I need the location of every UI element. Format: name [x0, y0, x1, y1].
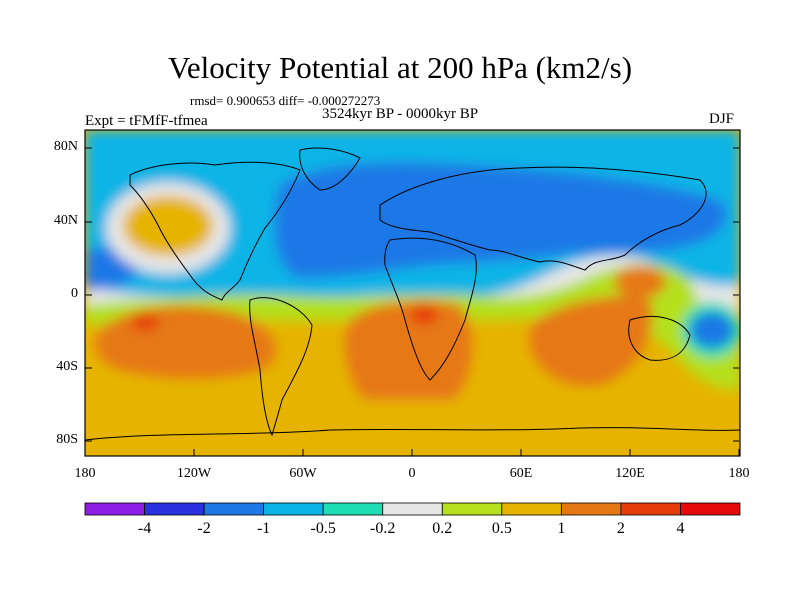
season-label: DJF: [709, 111, 735, 127]
y-tick-label: 40N: [53, 213, 78, 228]
colorbar-swatch: [501, 502, 562, 516]
contour-field: [85, 130, 740, 456]
colorbar-label: -0.2: [370, 520, 396, 537]
field-region-indian-ocean: [530, 296, 653, 386]
experiment-label: Expt = tFMfF-tfmea: [85, 113, 208, 129]
colorbar-label: 2: [616, 520, 625, 537]
colorbar-label: 1: [557, 520, 566, 537]
coastline-greenland: [299, 147, 361, 191]
colorbar-label: -4: [137, 520, 152, 537]
y-tick-label: 80N: [53, 139, 78, 154]
coastline-australia: [628, 316, 691, 361]
y-tick-label: 0: [71, 286, 78, 301]
coastline-africa: [384, 237, 477, 381]
stats-text: rmsd= 0.900653 diff= -0.000272273: [190, 93, 381, 108]
colorbar-label: -0.5: [310, 520, 336, 537]
y-tick-label: 40S: [56, 359, 78, 374]
y-tick-label: 80S: [56, 432, 78, 447]
colorbar-swatch: [382, 502, 443, 516]
axis-ticks: [84, 147, 740, 456]
field-band-equatorial: [85, 263, 740, 390]
colorbar-label: 0.2: [432, 520, 453, 537]
colorbar-swatch: [441, 502, 503, 516]
page-title: Velocity Potential at 200 hPa (km2/s): [167, 50, 633, 85]
field-region-atlantic: [344, 300, 473, 414]
x-tick-label: 120E: [615, 466, 645, 481]
coastlines: [84, 147, 741, 441]
colorbar-swatch: [620, 502, 681, 516]
colorbar-swatch: [263, 502, 324, 516]
colorbar-swatch: [560, 502, 622, 516]
coastline-south-america: [249, 297, 313, 437]
colorbar-swatch: [203, 502, 265, 516]
colorbar-swatch: [322, 502, 384, 516]
field-region-sw-pacific: [690, 312, 734, 348]
field-region-pacific-positive: [123, 196, 213, 256]
colorbar-swatch: [680, 502, 741, 516]
x-tick-label: 180: [74, 466, 96, 481]
x-tick-label: 120W: [176, 466, 212, 481]
colorbar-label: -2: [197, 520, 211, 537]
field-band-polar-south: [85, 400, 740, 420]
colorbar-label: 4: [676, 520, 685, 537]
field-region-se-pacific-core: [131, 313, 159, 331]
coastline-eurasia: [379, 166, 707, 271]
period-text: 3524kyr BP - 0000kyr BP: [322, 106, 479, 122]
colorbar: [84, 502, 741, 516]
coastline-antarctica: [84, 427, 741, 441]
colorbar-label: 0.5: [491, 520, 512, 537]
coastline-north-america: [129, 161, 301, 301]
x-tick-label: 60E: [509, 466, 533, 481]
colorbar-label: -1: [256, 520, 271, 537]
field-region-negative: [274, 162, 727, 278]
field-region-maritime: [614, 266, 666, 298]
colorbar-swatch: [144, 502, 205, 516]
x-tick-label: 180: [728, 466, 750, 481]
field-region-atlantic-core: [410, 304, 438, 324]
x-tick-label: 0: [408, 466, 416, 481]
x-tick-label: 60W: [289, 466, 317, 481]
colorbar-swatch: [84, 502, 145, 516]
